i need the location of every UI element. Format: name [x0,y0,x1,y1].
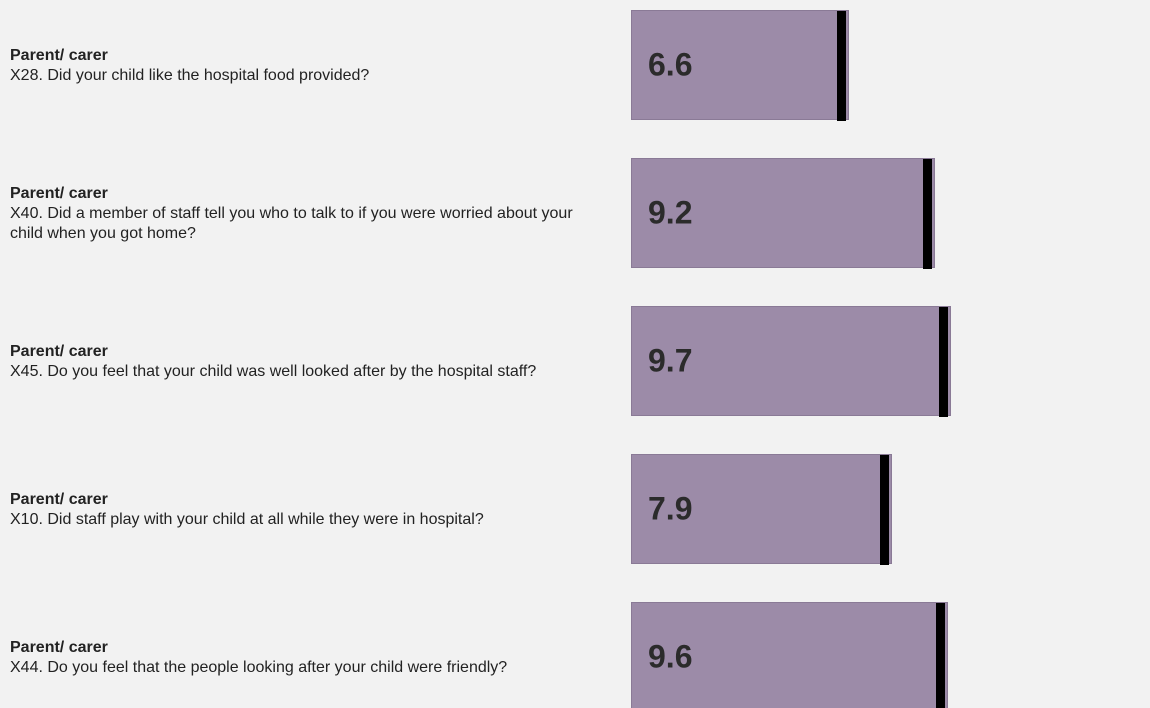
bar-value-label: 7.9 [648,490,693,527]
row-question: X45. Do you feel that your child was wel… [10,363,537,380]
row-group: Parent/ carer [10,639,108,656]
bar: 9.6 [631,602,948,708]
chart-row: Parent/ carer X28. Did your child like t… [0,10,1150,122]
bar-value-label: 6.6 [648,46,693,83]
row-label: Parent/ carer X10. Did staff play with y… [10,490,600,530]
bar: 9.2 [631,158,935,269]
row-group: Parent/ carer [10,491,108,508]
score-marker [939,307,948,417]
row-label: Parent/ carer X40. Did a member of staff… [10,184,600,244]
score-marker [837,11,846,121]
row-question: X44. Do you feel that the people looking… [10,659,508,676]
score-marker [936,603,945,708]
row-question: X40. Did a member of staff tell you who … [10,205,573,242]
bar: 9.7 [631,306,951,417]
row-label: Parent/ carer X44. Do you feel that the … [10,638,600,678]
row-label: Parent/ carer X28. Did your child like t… [10,46,600,86]
row-question: X10. Did staff play with your child at a… [10,511,484,528]
row-label: Parent/ carer X45. Do you feel that your… [10,342,600,382]
score-marker [880,455,889,565]
bar-value-label: 9.7 [648,342,693,379]
row-group: Parent/ carer [10,47,108,64]
row-group: Parent/ carer [10,343,108,360]
chart-row: Parent/ carer X44. Do you feel that the … [0,602,1150,708]
score-marker [923,159,932,269]
row-group: Parent/ carer [10,185,108,202]
chart-row: Parent/ carer X45. Do you feel that your… [0,306,1150,418]
bar: 6.6 [631,10,849,121]
bar-value-label: 9.2 [648,194,693,231]
chart-row: Parent/ carer X10. Did staff play with y… [0,454,1150,566]
bar-value-label: 9.6 [648,638,693,675]
bar: 7.9 [631,454,892,565]
row-question: X28. Did your child like the hospital fo… [10,67,370,84]
chart-row: Parent/ carer X40. Did a member of staff… [0,158,1150,270]
